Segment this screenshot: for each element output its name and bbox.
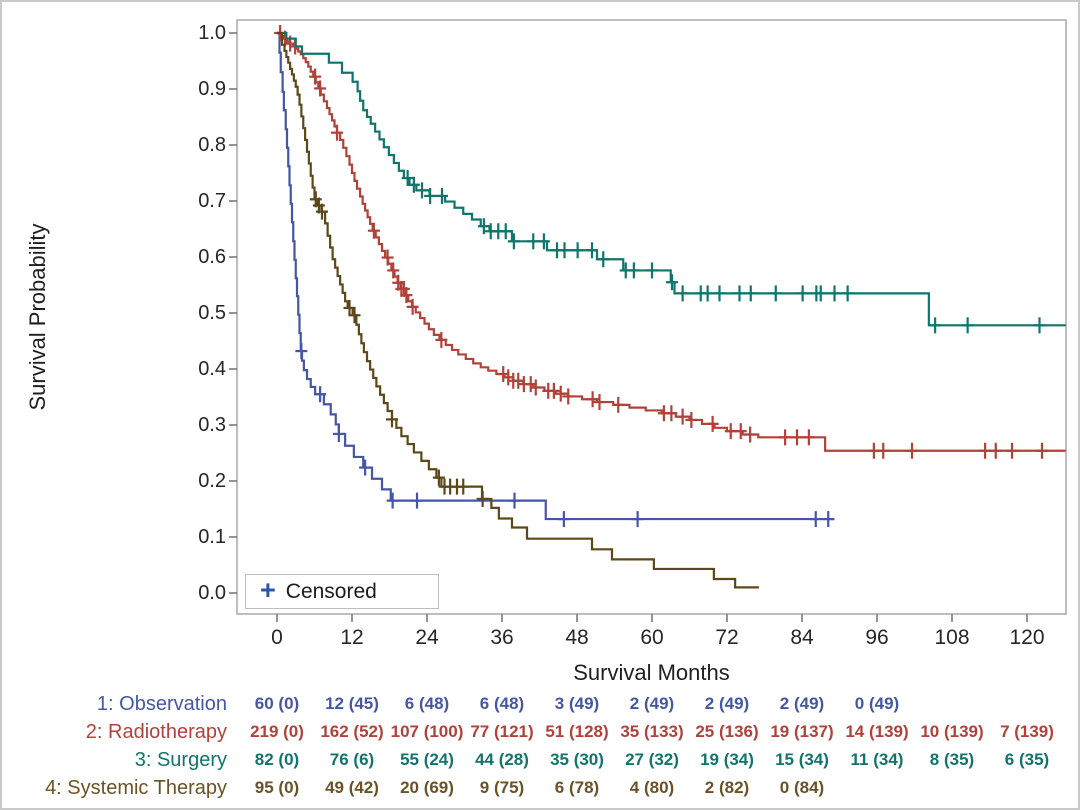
x-tick-label: 96 bbox=[865, 626, 889, 649]
risk-count-cell: 19 (137) bbox=[770, 722, 834, 741]
risk-count-cell: 25 (136) bbox=[695, 722, 759, 741]
survival-curve-surgery bbox=[277, 31, 1066, 327]
risk-count-cell: 44 (28) bbox=[475, 750, 529, 769]
x-axis-title: Survival Months bbox=[573, 660, 730, 685]
y-tick-label: 0.0 bbox=[198, 582, 226, 604]
y-tick-label: 0.2 bbox=[198, 470, 226, 492]
risk-count-cell: 55 (24) bbox=[400, 750, 454, 769]
risk-count-cell: 0 (84) bbox=[779, 778, 825, 797]
risk-count-cell: 12 (45) bbox=[325, 694, 379, 713]
risk-count-cell: 107 (100) bbox=[390, 722, 464, 741]
risk-count-cell: 6 (48) bbox=[404, 694, 450, 713]
x-tick-label: 24 bbox=[415, 626, 439, 649]
risk-count-cell: 4 (80) bbox=[629, 778, 675, 797]
x-tick-label: 60 bbox=[640, 626, 664, 649]
risk-count-cell: 27 (32) bbox=[625, 750, 679, 769]
risk-row-label: 4: Systemic Therapy bbox=[45, 777, 227, 799]
censored-legend-label: Censored bbox=[285, 579, 377, 603]
x-tick-label: 108 bbox=[934, 626, 970, 649]
x-tick-label: 120 bbox=[1009, 626, 1045, 649]
risk-count-cell: 19 (34) bbox=[700, 750, 754, 769]
x-tick-label: 36 bbox=[490, 626, 514, 649]
survival-curve-observation bbox=[277, 31, 835, 521]
risk-count-cell: 6 (35) bbox=[1004, 750, 1050, 769]
risk-count-cell: 14 (139) bbox=[845, 722, 909, 741]
x-tick-label: 84 bbox=[790, 626, 814, 649]
risk-count-cell: 35 (133) bbox=[620, 722, 684, 741]
risk-count-cell: 0 (49) bbox=[854, 694, 900, 713]
risk-count-cell: 10 (139) bbox=[920, 722, 984, 741]
risk-count-cell: 9 (75) bbox=[479, 778, 525, 797]
risk-count-cell: 8 (35) bbox=[929, 750, 975, 769]
risk-count-cell: 3 (49) bbox=[554, 694, 600, 713]
y-tick-label: 0.8 bbox=[198, 134, 226, 156]
risk-count-cell: 60 (0) bbox=[254, 694, 300, 713]
y-tick-label: 0.1 bbox=[198, 526, 226, 548]
risk-count-cell: 219 (0) bbox=[250, 722, 304, 741]
risk-count-cell: 35 (30) bbox=[550, 750, 604, 769]
y-tick-label: 0.9 bbox=[198, 78, 226, 100]
risk-count-cell: 6 (78) bbox=[554, 778, 600, 797]
risk-count-cell: 6 (48) bbox=[479, 694, 525, 713]
censored-plus-icon: + bbox=[260, 575, 276, 605]
x-tick-label: 12 bbox=[340, 626, 364, 649]
y-tick-label: 0.3 bbox=[198, 414, 226, 436]
risk-row-label: 1: Observation bbox=[96, 693, 227, 715]
risk-count-cell: 162 (52) bbox=[320, 722, 384, 741]
risk-count-cell: 2 (49) bbox=[779, 694, 825, 713]
y-tick-label: 0.4 bbox=[198, 358, 226, 380]
y-tick-label: 1.0 bbox=[198, 22, 226, 44]
risk-count-cell: 2 (49) bbox=[629, 694, 675, 713]
risk-count-cell: 11 (34) bbox=[850, 750, 904, 769]
risk-row-label: 3: Surgery bbox=[134, 749, 227, 771]
y-tick-label: 0.6 bbox=[198, 246, 226, 268]
y-tick-label: 0.7 bbox=[198, 190, 226, 212]
y-axis-title: Survival Probability bbox=[25, 223, 50, 411]
x-tick-label: 72 bbox=[715, 626, 739, 649]
x-tick-label: 0 bbox=[271, 626, 283, 649]
risk-count-cell: 7 (139) bbox=[1000, 722, 1054, 741]
risk-count-cell: 2 (82) bbox=[704, 778, 750, 797]
risk-count-cell: 77 (121) bbox=[470, 722, 534, 741]
risk-count-cell: 76 (6) bbox=[329, 750, 375, 769]
risk-count-cell: 95 (0) bbox=[254, 778, 300, 797]
y-tick-label: 0.5 bbox=[198, 302, 226, 324]
risk-count-cell: 51 (128) bbox=[545, 722, 609, 741]
censored-legend: + Censored bbox=[245, 574, 439, 609]
plot-frame bbox=[236, 19, 1067, 615]
risk-row-label: 2: Radiotherapy bbox=[85, 721, 227, 743]
risk-count-cell: 82 (0) bbox=[254, 750, 300, 769]
risk-count-cell: 15 (34) bbox=[775, 750, 829, 769]
risk-count-cell: 20 (69) bbox=[400, 778, 454, 797]
risk-count-cell: 49 (42) bbox=[325, 778, 379, 797]
risk-count-cell: 2 (49) bbox=[704, 694, 750, 713]
x-tick-label: 48 bbox=[565, 626, 589, 649]
